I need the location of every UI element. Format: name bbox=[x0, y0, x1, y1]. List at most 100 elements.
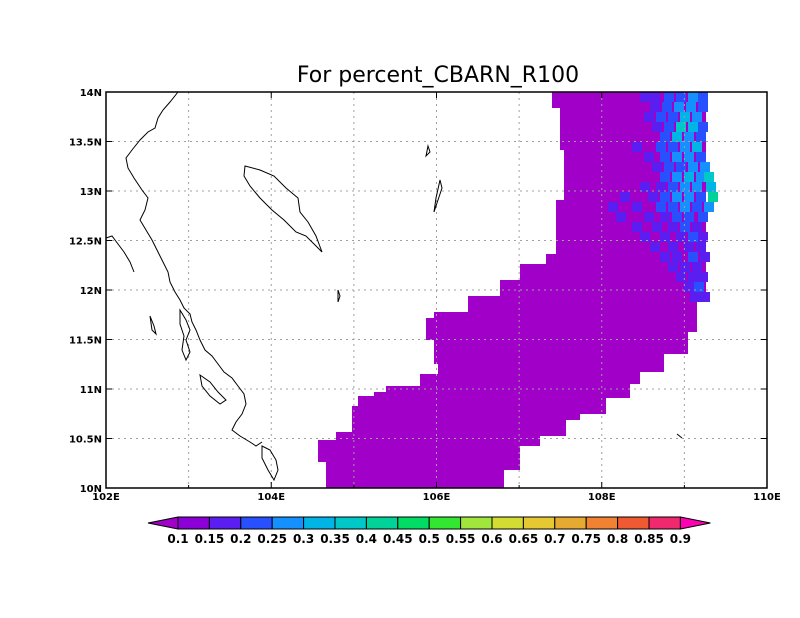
field-region bbox=[318, 92, 706, 488]
field-cell bbox=[616, 212, 626, 222]
field-cell bbox=[632, 222, 642, 232]
field-cell bbox=[706, 182, 716, 192]
field-cell bbox=[680, 112, 690, 122]
x-tick-label: 102E bbox=[92, 492, 120, 503]
field-cell bbox=[688, 272, 698, 282]
field-cell bbox=[640, 182, 650, 192]
field-cell bbox=[684, 192, 694, 202]
field-cell bbox=[684, 282, 694, 292]
field-cell bbox=[660, 192, 670, 202]
field-cell bbox=[692, 112, 702, 122]
field-cell bbox=[688, 122, 698, 132]
x-tick-label: 106E bbox=[423, 492, 451, 503]
coastlines bbox=[105, 91, 683, 482]
field-cell bbox=[652, 222, 662, 232]
field-cell bbox=[676, 122, 686, 132]
y-tick-label: 10N bbox=[80, 484, 102, 495]
field-cell bbox=[668, 112, 678, 122]
field-cell bbox=[700, 252, 710, 262]
field-cell bbox=[672, 212, 682, 222]
field-cell bbox=[676, 92, 686, 102]
field-cell bbox=[656, 142, 666, 152]
field-cell bbox=[632, 142, 642, 152]
y-tick-label: 11.5N bbox=[69, 336, 102, 347]
colorbar-label: 0.9 bbox=[670, 532, 691, 546]
field-cell bbox=[696, 152, 706, 162]
field-cell bbox=[688, 252, 698, 262]
field-cell bbox=[696, 242, 706, 252]
y-tick-label: 12.5N bbox=[69, 237, 102, 248]
colorbar-box bbox=[208, 516, 242, 530]
y-tick-label: 10.5N bbox=[69, 435, 102, 446]
field-cell bbox=[698, 272, 708, 282]
field-cell bbox=[690, 292, 700, 302]
field-cell bbox=[652, 162, 662, 172]
field-cell bbox=[694, 282, 704, 292]
y-tick-label: 13.5N bbox=[69, 138, 102, 149]
colorbar-label: 0.5 bbox=[419, 532, 440, 546]
field-cell bbox=[698, 122, 708, 132]
colorbar-box bbox=[554, 516, 587, 530]
colorbar-arrow-right bbox=[679, 516, 711, 530]
data-field bbox=[318, 92, 718, 488]
y-tick-label: 14N bbox=[80, 88, 102, 99]
field-cell bbox=[660, 152, 670, 162]
field-cell bbox=[660, 232, 670, 242]
field-cell bbox=[660, 132, 670, 142]
field-cell bbox=[644, 152, 654, 162]
field-cell bbox=[668, 242, 678, 252]
field-cell bbox=[696, 192, 706, 202]
x-tick-label: 108E bbox=[588, 492, 616, 503]
field-cell bbox=[672, 192, 682, 202]
field-cell bbox=[688, 162, 698, 172]
axes: 102E 104E 106E 108E 110E 10N 10.5N 11N 11.5N 12N 1… bbox=[69, 88, 781, 503]
field-cell bbox=[696, 172, 706, 182]
field-cell bbox=[688, 92, 698, 102]
colorbar-label: 0.15 bbox=[195, 532, 225, 546]
colorbar: 0.1 0.15 0.2 0.25 0.3 0.35 0.4 0.45 0.5 0.55 0.6 0.… bbox=[147, 516, 711, 546]
field-cell bbox=[684, 152, 694, 162]
field-cell bbox=[680, 222, 690, 232]
colorbar-box bbox=[491, 516, 524, 530]
colorbar-label: 0.45 bbox=[383, 532, 413, 546]
colorbar-box bbox=[240, 516, 273, 530]
field-cell bbox=[696, 132, 706, 142]
field-cell bbox=[644, 212, 654, 222]
colorbar-box bbox=[177, 516, 210, 530]
colorbar-box bbox=[303, 516, 336, 530]
field-cell bbox=[672, 152, 682, 162]
x-tick-label: 110E bbox=[753, 492, 781, 503]
field-cell bbox=[668, 222, 678, 232]
colorbar-box bbox=[397, 516, 430, 530]
field-cell bbox=[692, 142, 702, 152]
colorbar-arrow-left bbox=[147, 516, 179, 530]
field-cell bbox=[650, 92, 660, 102]
colorbar-label: 0.85 bbox=[634, 532, 664, 546]
field-cell bbox=[674, 102, 684, 112]
colorbar-box bbox=[585, 516, 619, 530]
field-cell bbox=[700, 162, 710, 172]
colorbar-box bbox=[648, 516, 681, 530]
y-tick-label: 13N bbox=[80, 187, 102, 198]
field-cell bbox=[708, 192, 718, 202]
field-cell bbox=[608, 202, 618, 212]
colorbar-label: 0.6 bbox=[481, 532, 502, 546]
field-cell bbox=[684, 172, 694, 182]
y-tick-label: 11N bbox=[80, 385, 102, 396]
colorbar-label: 0.35 bbox=[320, 532, 350, 546]
colorbar-label: 0.55 bbox=[446, 532, 476, 546]
field-cell bbox=[650, 102, 660, 112]
colorbar-box bbox=[460, 516, 493, 530]
colorbar-label: 0.25 bbox=[257, 532, 287, 546]
field-cell bbox=[632, 202, 642, 212]
field-cell bbox=[688, 232, 698, 242]
colorbar-box bbox=[428, 516, 462, 530]
field-cell bbox=[692, 202, 702, 212]
field-cell bbox=[672, 252, 682, 262]
field-cell bbox=[684, 132, 694, 142]
x-tick-label: 104E bbox=[257, 492, 285, 503]
colorbar-label: 0.65 bbox=[509, 532, 539, 546]
field-cell bbox=[684, 242, 694, 252]
field-cell bbox=[660, 212, 670, 222]
